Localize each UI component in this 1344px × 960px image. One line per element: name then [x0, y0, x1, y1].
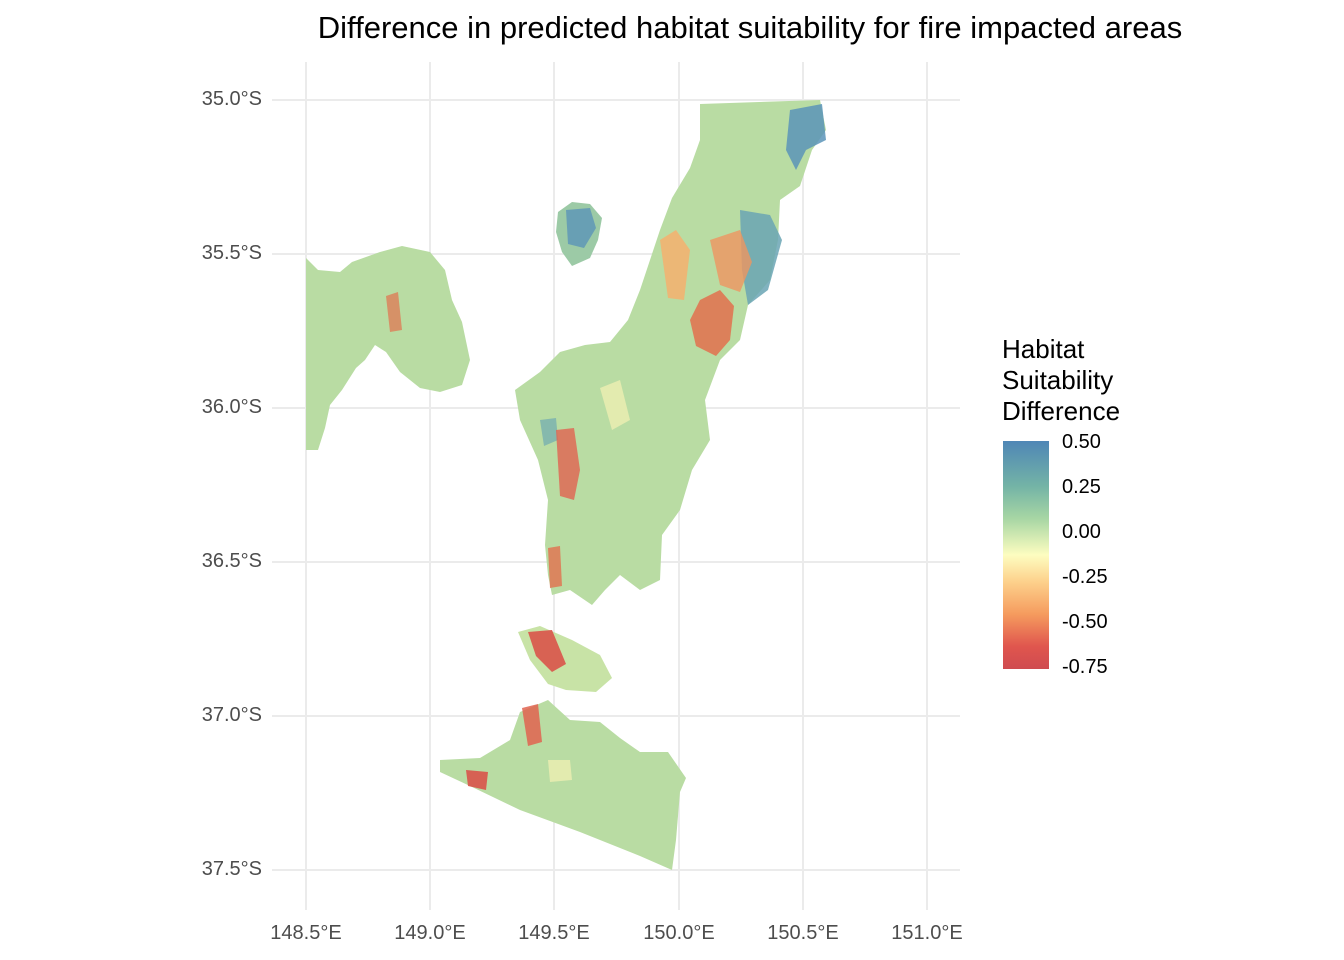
raster-neutral-1 [600, 380, 630, 430]
raster-negative-north [660, 230, 690, 300]
raster-west-block [306, 246, 470, 450]
x-tick-label: 149.0°E [394, 922, 466, 944]
raster-negative-south [528, 630, 566, 672]
raster-negative-coast [466, 770, 488, 790]
x-tick-label: 148.5°E [270, 922, 342, 944]
raster-positive-mid [540, 418, 558, 446]
raster-south-block [440, 700, 686, 870]
legend-title: Habitat Suitability Difference [1002, 334, 1120, 427]
y-tick-label: 36.0°S [201, 396, 262, 418]
x-tick-label: 150.0°E [643, 922, 715, 944]
raster-positive-east [740, 210, 782, 305]
legend-title-line: Habitat [1002, 334, 1085, 364]
y-tick-label: 35.5°S [201, 242, 262, 264]
suitability-raster [306, 100, 826, 870]
raster-neutral-2 [548, 760, 572, 782]
raster-negative-west [386, 292, 402, 332]
legend-tick-label: -0.75 [1062, 656, 1108, 678]
y-tick-label: 35.0°S [201, 88, 262, 110]
raster-negative-ridge [710, 230, 752, 292]
raster-positive-northeast [786, 104, 826, 170]
legend-title-line: Suitability [1002, 365, 1114, 395]
y-tick-label: 37.0°S [201, 704, 262, 726]
raster-negative-east [690, 290, 734, 356]
raster-negative-chain [548, 546, 562, 588]
legend-tick-label: -0.50 [1062, 611, 1108, 633]
legend-tick-label: 0.50 [1062, 431, 1101, 453]
raster-negative-inland [522, 704, 542, 746]
x-tick-label: 150.5°E [767, 922, 839, 944]
legend-tick-label: 0.00 [1062, 521, 1101, 543]
y-tick-label: 36.5°S [201, 550, 262, 572]
legend-title-line: Difference [1002, 396, 1121, 426]
y-tick-label: 37.5°S [201, 858, 262, 880]
raster-central-block [515, 100, 826, 605]
map-title: Difference in predicted habitat suitabil… [317, 10, 1183, 45]
legend-colorbar [1003, 441, 1049, 669]
legend-tick-label: 0.25 [1062, 476, 1101, 498]
x-tick-label: 149.5°E [518, 922, 590, 944]
legend-tick-label: -0.25 [1062, 566, 1108, 588]
x-tick-label: 151.0°E [891, 922, 963, 944]
raster-positive-island [566, 208, 596, 248]
raster-negative-central [556, 428, 580, 500]
